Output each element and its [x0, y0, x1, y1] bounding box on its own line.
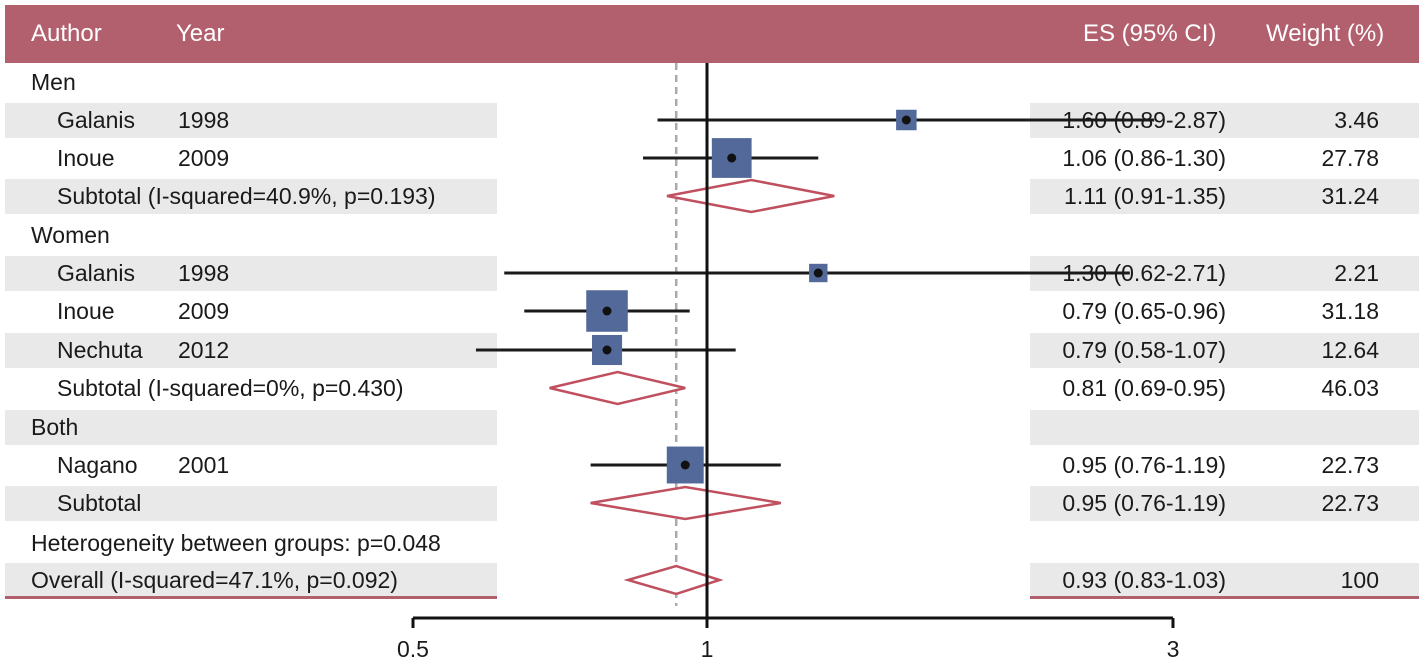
study-year: 2001	[178, 452, 230, 478]
weight-value: 46.03	[1321, 375, 1379, 401]
study-year: 1998	[178, 260, 230, 286]
study-year: 2009	[178, 298, 230, 324]
x-tick-label: 1	[701, 636, 714, 662]
es-ci-value: 0.93 (0.83-1.03)	[1062, 567, 1226, 593]
row-band	[5, 178, 497, 214]
study-author: Inoue	[57, 298, 115, 324]
weight-value: 3.46	[1334, 107, 1379, 133]
group-label: Men	[31, 69, 76, 95]
table-header: Author Year ES (95% CI) Weight (%)	[5, 5, 1419, 63]
study-author: Nechuta	[57, 337, 143, 363]
study-year: 2012	[178, 337, 230, 363]
point-estimate	[901, 115, 911, 125]
overall-diamond	[623, 564, 724, 596]
weight-value: 2.21	[1334, 260, 1379, 286]
weight-value: 22.73	[1321, 490, 1379, 516]
subtotal-diamond	[590, 485, 781, 521]
header-year: Year	[176, 20, 225, 47]
es-ci-value: 1.11 (0.91-1.35)	[1064, 183, 1226, 209]
es-ci-value: 0.79 (0.58-1.07)	[1062, 337, 1226, 363]
weight-value: 12.64	[1321, 337, 1379, 363]
study-author: Galanis	[57, 107, 135, 133]
study-year: 1998	[178, 107, 230, 133]
row-band	[1030, 332, 1419, 368]
point-estimate	[727, 153, 737, 163]
row-band	[5, 485, 497, 521]
weight-value: 31.24	[1321, 183, 1379, 209]
subtotal-label: Subtotal	[57, 490, 142, 516]
subtotal-diamond	[666, 178, 835, 214]
study-author: Nagano	[57, 452, 138, 478]
header-es: ES (95% CI)	[1083, 20, 1217, 47]
table-rule	[5, 596, 497, 599]
point-estimate	[680, 460, 690, 470]
note-label: Heterogeneity between groups: p=0.048	[31, 530, 441, 556]
weight-value: 31.18	[1321, 298, 1379, 324]
row-band	[1030, 562, 1419, 598]
es-ci-value: 0.81 (0.69-0.95)	[1062, 375, 1226, 401]
study-year: 2009	[178, 145, 230, 171]
row-band	[5, 255, 497, 291]
table-rule	[1030, 596, 1419, 599]
row-band	[1030, 178, 1419, 214]
point-estimate	[813, 268, 823, 278]
es-ci-value: 0.79 (0.65-0.96)	[1062, 298, 1226, 324]
weight-value: 22.73	[1321, 452, 1379, 478]
subtotal-label: Subtotal (I-squared=40.9%, p=0.193)	[57, 183, 436, 209]
point-estimate	[602, 306, 612, 316]
overall-label: Overall (I-squared=47.1%, p=0.092)	[31, 567, 398, 593]
es-ci-value: 0.95 (0.76-1.19)	[1062, 490, 1226, 516]
weight-value: 100	[1340, 567, 1379, 593]
es-ci-value: 1.06 (0.86-1.30)	[1062, 145, 1226, 171]
group-label: Women	[31, 222, 110, 248]
subtotal-diamond	[549, 370, 686, 406]
row-band	[5, 409, 497, 445]
group-label: Both	[31, 414, 79, 440]
row-band	[5, 102, 497, 138]
row-band	[1030, 409, 1419, 445]
x-tick-label: 0.5	[397, 636, 429, 662]
row-band	[1030, 485, 1419, 521]
header-weight: Weight (%)	[1266, 20, 1385, 47]
study-author: Galanis	[57, 260, 135, 286]
point-estimate	[602, 345, 612, 355]
row-band	[5, 562, 497, 598]
x-tick-label: 3	[1167, 636, 1180, 662]
es-ci-value: 0.95 (0.76-1.19)	[1062, 452, 1226, 478]
study-author: Inoue	[57, 145, 115, 171]
row-band	[5, 332, 497, 368]
header-author: Author	[31, 20, 102, 47]
subtotal-label: Subtotal (I-squared=0%, p=0.430)	[57, 375, 404, 401]
weight-value: 27.78	[1321, 145, 1379, 171]
